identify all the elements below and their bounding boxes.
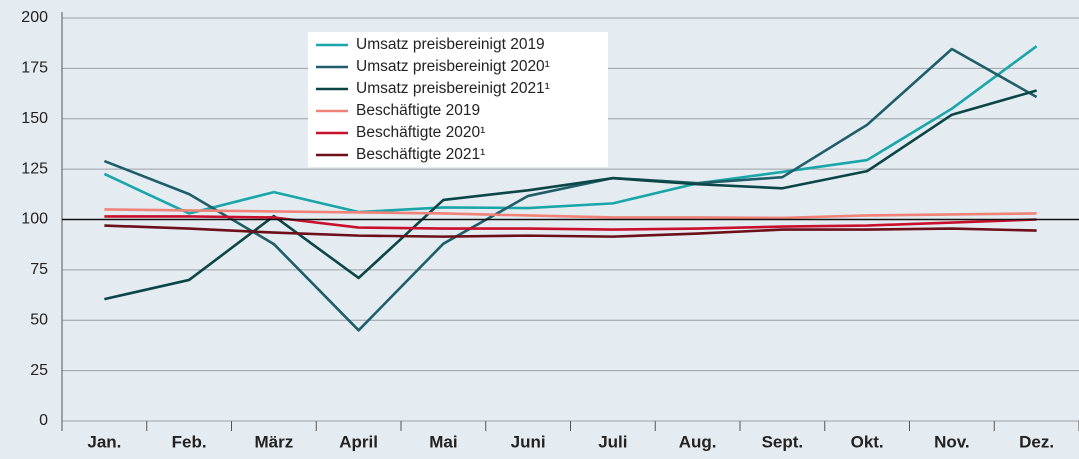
y-tick-label: 175 xyxy=(21,60,48,77)
y-tick-label: 125 xyxy=(21,160,48,177)
y-tick-label: 50 xyxy=(30,311,48,328)
series-line xyxy=(104,224,1037,238)
legend-label: Beschäftigte 2019 xyxy=(356,102,480,119)
x-tick-label: Dez. xyxy=(1019,432,1054,451)
series-line xyxy=(104,215,1037,231)
legend-label: Umsatz preisbereinigt 2021¹ xyxy=(356,80,550,97)
legend-label: Beschäftigte 2021¹ xyxy=(356,146,485,163)
series-line xyxy=(104,89,1037,301)
x-tick-label: Juli xyxy=(598,432,627,451)
series-line xyxy=(104,208,1037,220)
legend-label: Beschäftigte 2020¹ xyxy=(356,124,485,141)
legend: Umsatz preisbereinigt 2019 Umsatz preisbe… xyxy=(308,32,608,167)
x-tick-label: Juni xyxy=(511,432,546,451)
x-tick-label: Nov. xyxy=(934,432,970,451)
series-line xyxy=(103,45,1038,215)
x-tick-label: Okt. xyxy=(851,432,884,451)
legend-box xyxy=(308,32,608,167)
x-tick-label: Sept. xyxy=(762,432,804,451)
y-tick-label: 150 xyxy=(21,110,48,127)
x-tick-label: März xyxy=(255,432,294,451)
legend-label: Umsatz preisbereinigt 2019 xyxy=(356,36,545,53)
x-tick-label: April xyxy=(339,432,378,451)
y-tick-label: 25 xyxy=(30,362,48,379)
x-tick-label: Feb. xyxy=(172,432,207,451)
y-tick-label: 200 xyxy=(21,9,48,26)
y-tick-label: 100 xyxy=(21,211,48,228)
legend-label: Umsatz preisbereinigt 2020¹ xyxy=(356,58,550,75)
series-line xyxy=(103,47,1038,332)
y-tick-label: 0 xyxy=(39,412,48,429)
x-tick-label: Aug. xyxy=(679,432,717,451)
x-tick-label: Jan. xyxy=(87,432,121,451)
y-tick-label: 75 xyxy=(30,261,48,278)
x-tick-label: Mai xyxy=(429,432,457,451)
